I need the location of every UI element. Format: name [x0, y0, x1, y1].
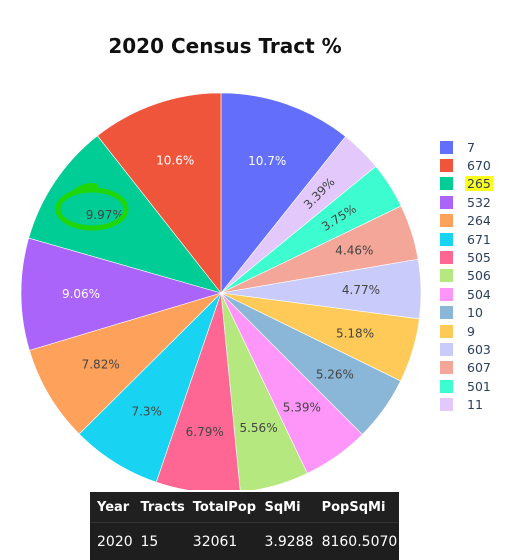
legend: 7 670 265 532 264 671 505 506 504 10 9 603 607 501 11 [440, 138, 493, 414]
legend-label: 11 [465, 397, 485, 412]
table-cell: 2020 [90, 523, 133, 560]
legend-item-501[interactable]: 501 [440, 377, 493, 395]
legend-label: 9 [465, 324, 477, 339]
slice-label-532: 9.06% [62, 287, 100, 301]
table-cell: 15 [133, 523, 185, 560]
legend-swatch [440, 159, 453, 172]
legend-swatch [440, 325, 453, 338]
legend-item-9[interactable]: 9 [440, 322, 493, 340]
legend-label: 501 [465, 379, 493, 394]
table-cell: 3.9288 [257, 523, 314, 560]
slice-label-7: 10.7% [248, 154, 286, 168]
legend-item-10[interactable]: 10 [440, 304, 493, 322]
legend-label: 506 [465, 268, 493, 283]
legend-swatch [440, 233, 453, 246]
pie-chart: 10.7%3.39%3.75%4.46%4.77%5.18%5.26%5.39%… [0, 0, 440, 490]
legend-item-504[interactable]: 504 [440, 285, 493, 303]
legend-swatch [440, 214, 453, 227]
legend-label: 7 [465, 140, 477, 155]
legend-item-671[interactable]: 671 [440, 230, 493, 248]
slice-label-504: 5.39% [283, 400, 321, 414]
table-cell: 32061 [186, 523, 258, 560]
legend-swatch [440, 306, 453, 319]
slice-label-607: 4.46% [335, 243, 373, 257]
legend-label: 607 [465, 360, 493, 375]
legend-label: 603 [465, 342, 493, 357]
legend-item-7[interactable]: 7 [440, 138, 493, 156]
legend-swatch [440, 141, 453, 154]
slice-label-9: 5.18% [336, 326, 374, 340]
legend-swatch [440, 177, 453, 190]
legend-swatch [440, 380, 453, 393]
legend-item-506[interactable]: 506 [440, 267, 493, 285]
legend-label: 504 [465, 287, 493, 302]
legend-swatch [440, 343, 453, 356]
slice-label-670: 10.6% [156, 154, 194, 168]
column-header: PopSqMi [315, 492, 399, 523]
legend-item-670[interactable]: 670 [440, 156, 493, 174]
slice-label-671: 7.3% [131, 405, 162, 419]
legend-item-532[interactable]: 532 [440, 193, 493, 211]
legend-item-265[interactable]: 265 [440, 175, 493, 193]
column-header: TotalPop [186, 492, 258, 523]
slice-label-505: 6.79% [186, 425, 224, 439]
legend-label: 532 [465, 195, 493, 210]
slice-label-506: 5.56% [239, 421, 277, 435]
slice-label-264: 7.82% [82, 358, 120, 372]
legend-swatch [440, 361, 453, 374]
legend-swatch [440, 196, 453, 209]
legend-item-505[interactable]: 505 [440, 248, 493, 266]
legend-swatch [440, 398, 453, 411]
legend-label: 10 [465, 305, 485, 320]
legend-label: 264 [465, 213, 493, 228]
legend-item-264[interactable]: 264 [440, 212, 493, 230]
legend-label: 505 [465, 250, 493, 265]
legend-swatch [440, 269, 453, 282]
slice-label-603: 4.77% [342, 283, 380, 297]
legend-label: 670 [465, 158, 493, 173]
legend-item-607[interactable]: 607 [440, 359, 493, 377]
legend-item-11[interactable]: 11 [440, 395, 493, 413]
legend-label: 265 [465, 176, 493, 191]
legend-swatch [440, 251, 453, 264]
table-cell: 8160.5070 [315, 523, 399, 560]
column-header: Year [90, 492, 133, 523]
legend-swatch [440, 288, 453, 301]
legend-item-603[interactable]: 603 [440, 340, 493, 358]
column-header: Tracts [133, 492, 185, 523]
slice-label-10: 5.26% [316, 367, 354, 381]
legend-label: 671 [465, 232, 493, 247]
column-header: SqMi [257, 492, 314, 523]
